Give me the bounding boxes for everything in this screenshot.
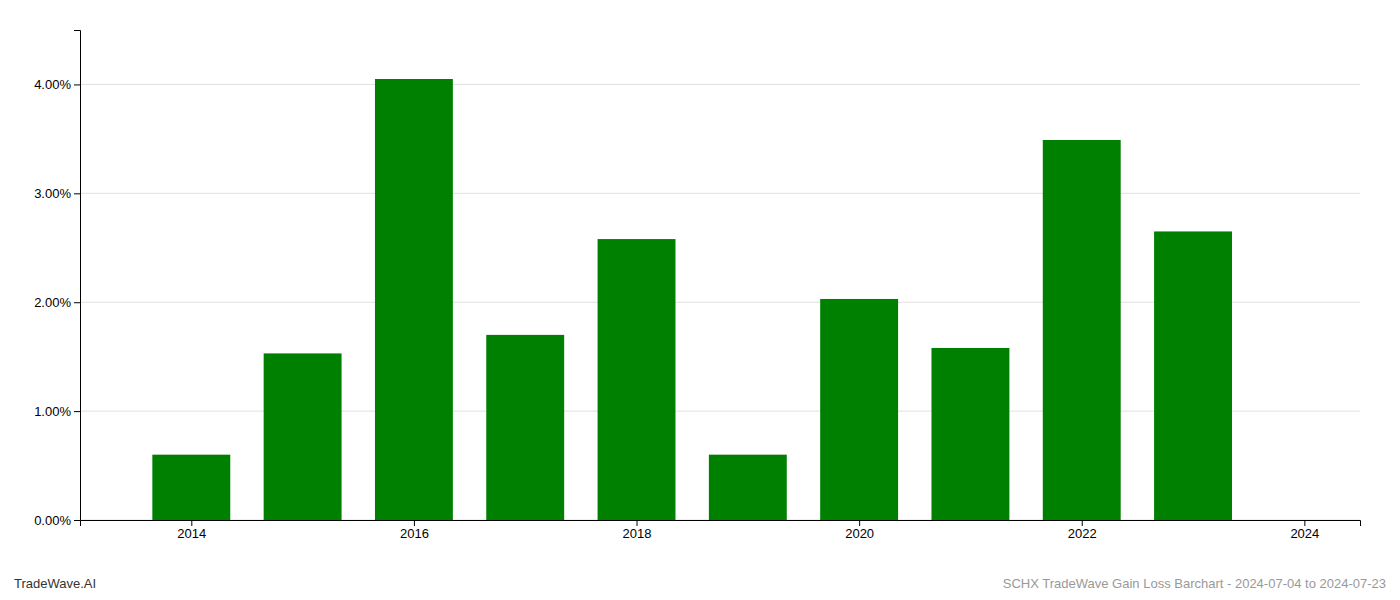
bar — [709, 455, 787, 520]
grid-line — [80, 193, 1360, 194]
x-tick-label: 2024 — [1290, 526, 1319, 541]
bar — [264, 353, 342, 520]
bars — [152, 79, 1232, 520]
x-tick-mark — [191, 520, 192, 526]
x-axis-line — [81, 521, 1361, 527]
x-tick-label: 2020 — [845, 526, 874, 541]
y-tick-label: 3.00% — [34, 186, 71, 201]
y-tick-mark — [74, 193, 80, 194]
chart: 2014 2016 2018 2020 2022 2024 0.00% 1.00% 2.00% 3… — [0, 0, 1400, 600]
bar — [1154, 231, 1232, 520]
plot-area: 2014 2016 2018 2020 2022 2024 0.00% 1.00% 2.00% 3… — [34, 31, 1360, 542]
x-tick: 2020 — [845, 520, 874, 541]
bar — [486, 335, 564, 520]
x-tick-label: 2016 — [400, 526, 429, 541]
y-tick: 0.00% — [34, 513, 80, 528]
y-tick-mark — [74, 84, 80, 85]
bar — [152, 455, 230, 520]
y-axis: 0.00% 1.00% 2.00% 3.00% 4.00% — [34, 31, 80, 528]
y-tick-label: 0.00% — [34, 513, 71, 528]
x-tick-mark — [414, 520, 415, 526]
x-tick: 2016 — [400, 520, 429, 541]
x-tick-label: 2018 — [623, 526, 652, 541]
x-tick: 2018 — [623, 520, 652, 541]
x-tick: 2024 — [1290, 520, 1319, 541]
bar — [375, 79, 453, 520]
y-tick: 3.00% — [34, 186, 80, 201]
grid-line — [80, 84, 1360, 85]
x-tick-mark — [859, 520, 860, 526]
y-tick-label: 4.00% — [34, 77, 71, 92]
y-tick-mark — [74, 411, 80, 412]
y-tick-label: 1.00% — [34, 404, 71, 419]
y-tick: 4.00% — [34, 77, 80, 92]
x-tick-mark — [637, 520, 638, 526]
x-tick-mark — [1082, 520, 1083, 526]
bar — [820, 299, 898, 520]
x-tick-label: 2022 — [1068, 526, 1097, 541]
y-tick: 1.00% — [34, 404, 80, 419]
y-tick-mark — [74, 302, 80, 303]
grid — [80, 84, 1360, 520]
bar — [1043, 140, 1121, 520]
x-tick: 2014 — [177, 520, 206, 541]
bar — [598, 239, 676, 520]
bar — [931, 348, 1009, 520]
x-axis: 2014 2016 2018 2020 2022 2024 — [81, 520, 1361, 541]
y-axis-line — [74, 31, 81, 521]
y-tick-mark — [74, 520, 80, 521]
y-tick: 2.00% — [34, 295, 80, 310]
footer-right: SCHX TradeWave Gain Loss Barchart - 2024… — [1003, 576, 1386, 591]
y-tick-label: 2.00% — [34, 295, 71, 310]
x-tick-mark — [1304, 520, 1305, 526]
footer-left: TradeWave.AI — [14, 576, 96, 591]
footer: TradeWave.AI SCHX TradeWave Gain Loss Bar… — [14, 576, 1386, 591]
x-tick: 2022 — [1068, 520, 1097, 541]
x-tick-label: 2014 — [177, 526, 206, 541]
